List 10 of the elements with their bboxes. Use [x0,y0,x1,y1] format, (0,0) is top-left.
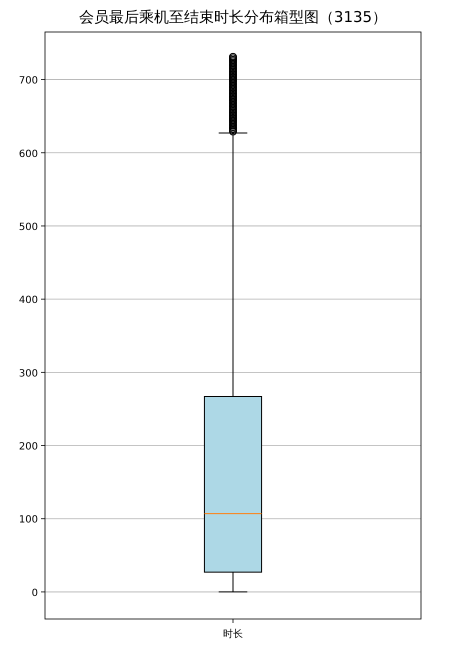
y-tick-label: 600 [18,148,38,160]
y-tick-label: 100 [18,514,38,526]
y-tick-label: 500 [18,222,38,233]
y-tick-label: 0 [32,588,38,599]
y-tick-label: 700 [18,76,38,87]
x-tick-label: 时长 [223,628,243,640]
chart-title: 会员最后乘机至结束时长分布箱型图（3135） [78,8,388,26]
y-tick-label: 200 [18,442,38,453]
y-tick-label: 300 [18,368,38,380]
y-tick-label: 400 [18,295,38,306]
